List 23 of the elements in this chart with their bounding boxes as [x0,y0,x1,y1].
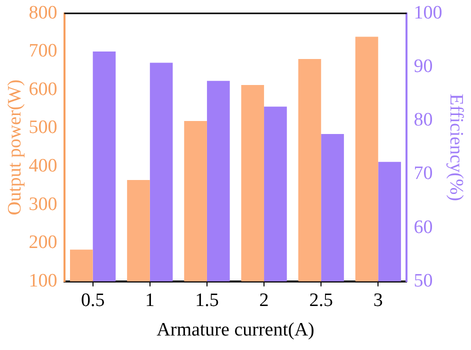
y-tick-label: 200 [28,232,58,254]
y-tick-label: 700 [28,40,58,62]
y2-tick-label: 60 [414,216,433,238]
y-tick-label: 600 [28,78,58,100]
x-axis-title: Armature current(A) [156,320,314,341]
x-tick-label: 0.5 [80,290,105,311]
y2-tick-label: 90 [414,56,433,77]
x-tick-label: 2 [259,290,269,311]
y-tick-label: 300 [28,194,58,215]
y-axis-title: Output power(W) [4,80,26,216]
y2-tick-label: 80 [414,110,433,131]
x-tick-label: 1 [145,290,155,311]
y2-tick-label: 70 [414,163,433,184]
y-tick-label: 800 [28,2,58,24]
y-tick-label: 500 [28,117,58,138]
x-tick-label: 2.5 [309,290,333,311]
x-tick-label: 3 [373,290,383,311]
x-tick-label: 1.5 [195,290,219,311]
y2-tick-label: 50 [414,270,433,292]
y-tick-label: 400 [28,156,58,177]
y2-tick-label: 100 [414,2,442,24]
y-tick-label: 100 [28,270,58,292]
y2-axis-title: Efficiency(%) [446,94,467,202]
